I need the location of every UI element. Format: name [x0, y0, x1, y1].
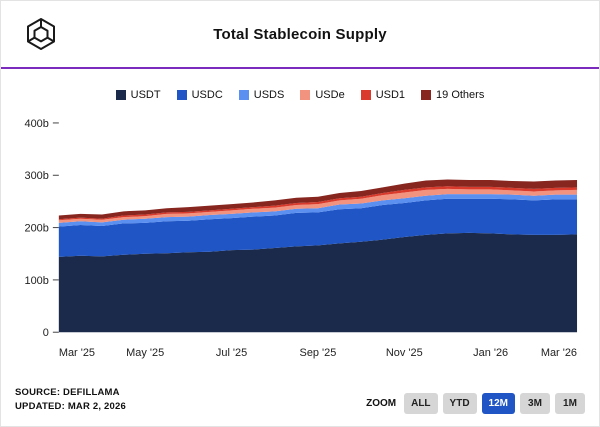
- legend-item-label: USD1: [375, 89, 406, 101]
- legend-item-label: USDe: [315, 89, 345, 101]
- source-line: SOURCE: DEFILLAMA: [15, 387, 120, 399]
- legend-swatch: [238, 90, 249, 100]
- x-axis-label: May '25: [126, 347, 164, 359]
- legend-item-label: USDT: [130, 89, 161, 101]
- zoom-controls: ZOOM ALL YTD 12M 3M 1M: [366, 393, 585, 414]
- legend-item-label: USDC: [191, 89, 223, 101]
- y-axis-label: 300b: [24, 170, 48, 182]
- legend-item[interactable]: USDe: [300, 89, 345, 101]
- hexagon-cube-logo: [27, 18, 55, 50]
- legend-item[interactable]: 19 Others: [421, 89, 484, 101]
- zoom-button-ytd[interactable]: YTD: [442, 393, 477, 414]
- updated-line: UPDATED: MAR 2, 2026: [15, 401, 126, 413]
- footer: SOURCE: DEFILLAMA UPDATED: MAR 2, 2026 Z…: [15, 386, 585, 414]
- y-axis-label: 200b: [24, 223, 48, 235]
- area-series-usd1: [58, 186, 578, 221]
- area-series-19-others: [58, 179, 578, 220]
- chart-legend: USDT USDC USDS USDe USD1 19 Others: [1, 89, 599, 101]
- chart-area: 0 100b 200b 300b 400b Mar '25 May '25 Jul '25 Se…: [7, 107, 589, 368]
- area-series-usdc: [58, 198, 578, 257]
- x-axis-label: Mar '26: [541, 347, 577, 359]
- zoom-button-1m[interactable]: 1M: [555, 393, 585, 414]
- legend-item[interactable]: USDC: [176, 89, 223, 101]
- stacked-area-svg: 0 100b 200b 300b 400b Mar '25 May '25 Jul '25 Se…: [24, 118, 578, 359]
- zoom-button-all[interactable]: ALL: [404, 393, 438, 414]
- legend-swatch: [421, 90, 432, 100]
- accent-divider: [1, 67, 599, 69]
- legend-item-label: USDS: [253, 89, 285, 101]
- legend-swatch: [176, 90, 187, 100]
- y-axis-label: 0: [43, 327, 49, 339]
- zoom-label: ZOOM: [366, 398, 397, 409]
- y-axis-label: 100b: [24, 275, 48, 287]
- x-axis-label: Jan '26: [473, 347, 508, 359]
- legend-swatch: [360, 90, 371, 100]
- x-axis-label: Mar '25: [59, 347, 95, 359]
- legend-swatch: [115, 90, 126, 100]
- source-attribution: SOURCE: DEFILLAMA UPDATED: MAR 2, 2026: [15, 386, 126, 414]
- area-series-usds: [58, 194, 578, 227]
- x-axis-label: Nov '25: [386, 347, 423, 359]
- area-series-usde: [58, 188, 578, 223]
- legend-swatch: [300, 90, 311, 100]
- zoom-button-3m[interactable]: 3M: [520, 393, 550, 414]
- legend-item[interactable]: USDS: [238, 89, 285, 101]
- header: Total Stablecoin Supply: [1, 1, 599, 67]
- legend-item-label: 19 Others: [436, 89, 485, 101]
- y-axis-label: 400b: [24, 118, 48, 130]
- page-title: Total Stablecoin Supply: [213, 25, 387, 43]
- zoom-button-12m[interactable]: 12M: [481, 393, 515, 414]
- area-series-usdt: [58, 232, 578, 333]
- legend-item[interactable]: USD1: [360, 89, 406, 101]
- x-axis-label: Sep '25: [300, 347, 337, 359]
- x-axis-label: Jul '25: [216, 347, 247, 359]
- legend-item[interactable]: USDT: [115, 89, 161, 101]
